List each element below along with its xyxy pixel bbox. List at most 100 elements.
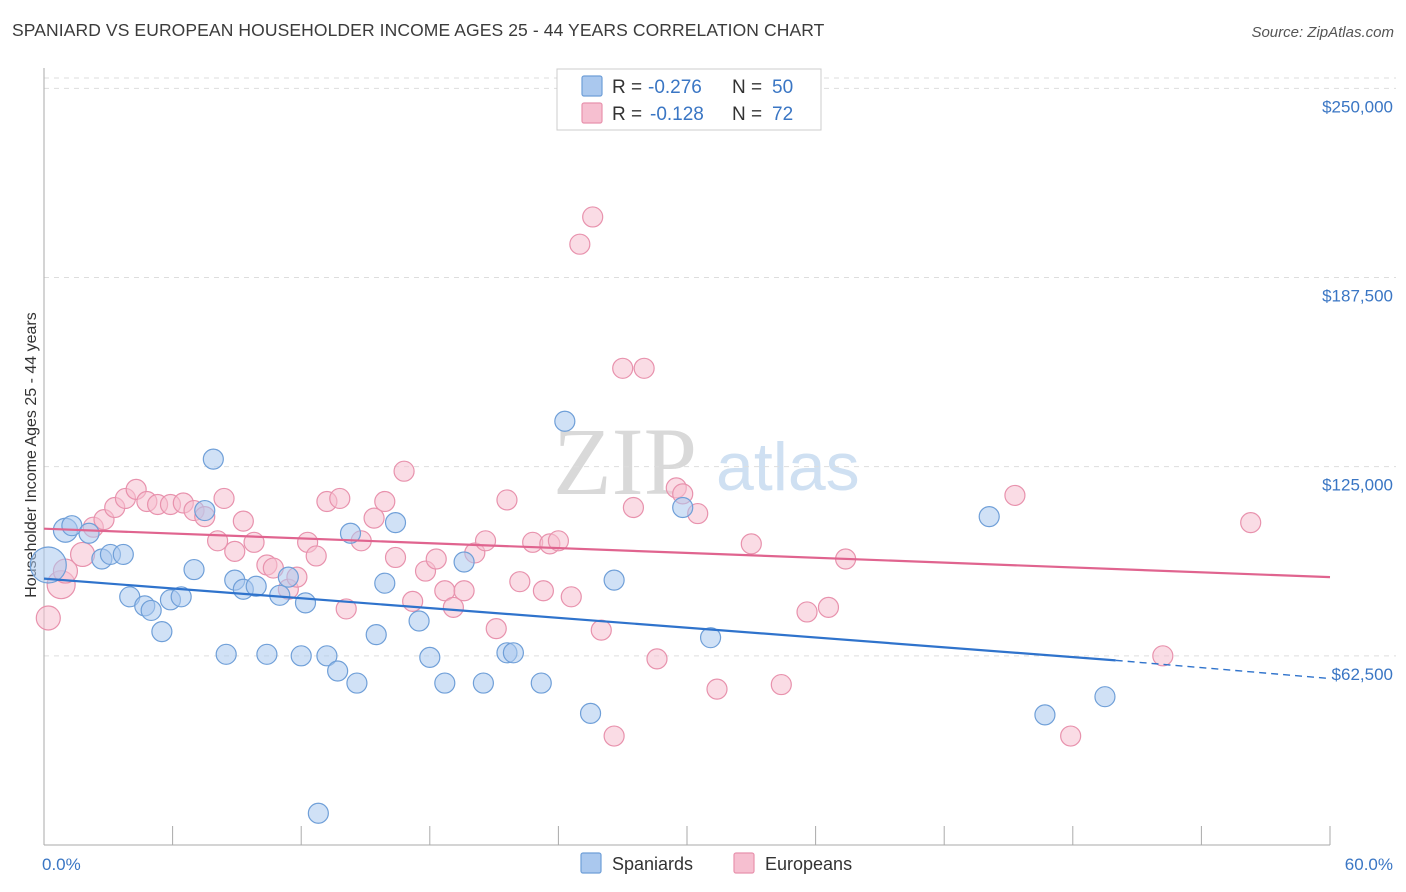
spaniards-n-value: 50 bbox=[772, 77, 793, 98]
spaniards-legend-label: Spaniards bbox=[612, 854, 693, 874]
europeans-point bbox=[329, 487, 351, 510]
spaniards-point bbox=[215, 643, 237, 665]
europeans-point bbox=[633, 357, 655, 379]
spaniards-point bbox=[316, 645, 338, 667]
gridlines bbox=[44, 77, 1396, 657]
spaniards-point bbox=[194, 499, 216, 522]
europeans-point bbox=[363, 507, 385, 529]
europeans-point bbox=[1152, 645, 1174, 667]
spaniards-point bbox=[365, 624, 387, 646]
europeans-point bbox=[646, 648, 668, 670]
europeans-point bbox=[1240, 512, 1262, 534]
source-credit: Source: ZipAtlas.com bbox=[1251, 24, 1394, 41]
spaniards-point bbox=[151, 621, 173, 643]
spaniards-n-label: N = bbox=[732, 77, 762, 98]
europeans-point bbox=[335, 598, 357, 620]
trendlines bbox=[43, 527, 1331, 680]
spaniards-point bbox=[245, 575, 267, 597]
series-legend: Spaniards Europeans bbox=[580, 852, 852, 874]
y-axis-title: Householder Income Ages 25 - 44 years bbox=[23, 312, 40, 598]
spaniards-point bbox=[453, 551, 475, 573]
spaniards-point bbox=[699, 627, 722, 649]
spaniards-point bbox=[530, 672, 552, 694]
spaniards-point bbox=[579, 702, 602, 724]
europeans-point bbox=[207, 530, 229, 552]
europeans-point bbox=[622, 496, 645, 519]
y-tick-label: $62,500 bbox=[1332, 665, 1393, 684]
spaniards-point bbox=[256, 643, 278, 665]
europeans-r-value: -0.128 bbox=[650, 104, 704, 125]
spaniards-point bbox=[327, 660, 349, 682]
spaniards-point bbox=[290, 645, 312, 667]
spaniards-point bbox=[140, 599, 162, 622]
europeans-point bbox=[35, 605, 61, 631]
spaniards-point bbox=[202, 448, 224, 470]
spaniards-point bbox=[112, 543, 134, 566]
spaniards-point bbox=[29, 546, 67, 584]
europeans-point bbox=[374, 490, 396, 513]
spaniards-point bbox=[374, 572, 396, 594]
europeans-point bbox=[509, 571, 531, 593]
spaniards-point bbox=[502, 642, 524, 664]
europeans-point bbox=[590, 619, 612, 641]
europeans-bottom-swatch bbox=[733, 852, 755, 874]
europeans-point bbox=[384, 546, 407, 569]
spaniards-point bbox=[554, 410, 576, 432]
x-tick-label-max: 60.0% bbox=[1345, 855, 1393, 874]
europeans-point bbox=[796, 601, 818, 623]
europeans-point bbox=[582, 206, 604, 228]
spaniards-point bbox=[672, 496, 694, 519]
spaniards-point bbox=[170, 586, 192, 608]
spaniards-point bbox=[419, 646, 441, 668]
spaniards-point bbox=[339, 522, 362, 544]
europeans-legend-swatch bbox=[581, 102, 603, 124]
europeans-point bbox=[69, 541, 96, 568]
spaniards-point bbox=[434, 672, 456, 694]
y-tick-labels: $62,500 $125,000 $187,500 $250,000 bbox=[1322, 97, 1393, 684]
spaniards-point bbox=[346, 672, 368, 694]
y-tick-label: $125,000 bbox=[1322, 476, 1393, 495]
y-tick-label: $250,000 bbox=[1322, 97, 1393, 116]
x-tick-label-min: 0.0% bbox=[42, 855, 81, 874]
chart-title: SPANIARD VS EUROPEAN HOUSEHOLDER INCOME … bbox=[12, 20, 825, 40]
spaniards-point bbox=[294, 592, 317, 614]
spaniards-trendline bbox=[43, 577, 1116, 662]
europeans-trendline bbox=[43, 527, 1331, 579]
europeans-point bbox=[560, 586, 582, 608]
spaniards-point bbox=[408, 610, 430, 632]
spaniards-trendline-extension bbox=[1115, 659, 1331, 680]
europeans-point bbox=[485, 617, 507, 640]
europeans-point bbox=[706, 678, 728, 700]
correlation-legend: R = -0.276 N = 50 R = -0.128 N = 72 bbox=[556, 68, 822, 131]
y-tick-label: $187,500 bbox=[1322, 286, 1393, 305]
europeans-n-value: 72 bbox=[772, 104, 793, 125]
spaniards-legend-swatch bbox=[581, 75, 603, 97]
europeans-point bbox=[393, 460, 415, 482]
europeans-point bbox=[1060, 725, 1082, 747]
spaniards-point bbox=[307, 802, 329, 824]
spaniards-r-value: -0.276 bbox=[648, 77, 702, 98]
spaniards-r-label: R = bbox=[612, 77, 642, 98]
europeans-point bbox=[305, 545, 327, 567]
europeans-n-label: N = bbox=[732, 104, 762, 125]
axes bbox=[43, 68, 1331, 846]
europeans-point bbox=[496, 489, 518, 511]
spaniards-point bbox=[1094, 686, 1116, 708]
europeans-point bbox=[232, 510, 254, 532]
spaniards-point bbox=[603, 569, 625, 591]
spaniards-point bbox=[384, 512, 407, 534]
europeans-point bbox=[442, 596, 464, 619]
europeans-point bbox=[224, 540, 246, 563]
europeans-point bbox=[770, 673, 792, 696]
spaniards-point bbox=[978, 506, 1000, 528]
europeans-point bbox=[474, 530, 497, 552]
spaniards-point bbox=[78, 522, 100, 544]
europeans-point bbox=[612, 357, 634, 379]
x-tick-labels: 0.0% 60.0% bbox=[42, 855, 1393, 874]
spaniards-points bbox=[29, 410, 1116, 824]
spaniards-point bbox=[1034, 704, 1056, 726]
europeans-point bbox=[1004, 484, 1026, 507]
europeans-point bbox=[532, 580, 554, 602]
spaniards-point bbox=[472, 672, 494, 694]
